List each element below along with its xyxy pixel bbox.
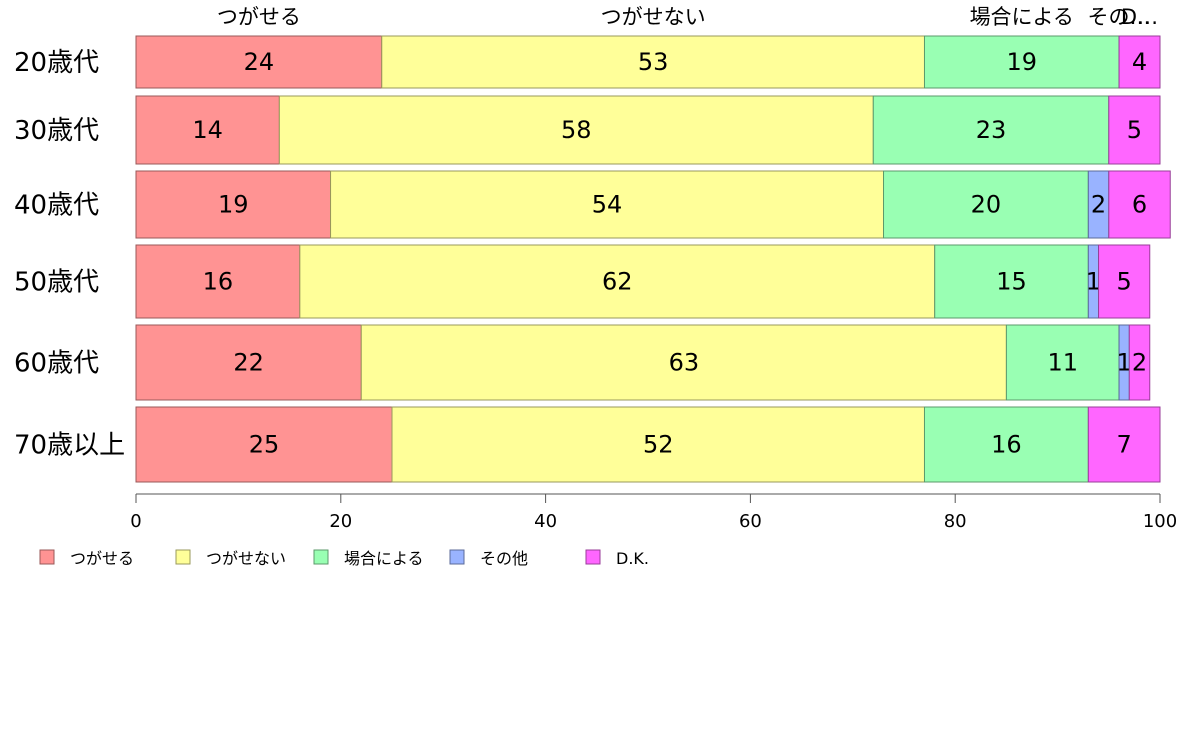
legend-label: つがせる (70, 549, 134, 568)
top-series-label: D… (1121, 5, 1158, 29)
data-label: 5 (1117, 268, 1132, 296)
bar-segment (391, 406, 925, 483)
legend-label: その他 (480, 549, 528, 568)
bar-segment (135, 324, 362, 401)
x-tick-label: 80 (944, 511, 967, 532)
data-label: 16 (203, 268, 234, 296)
data-label: 22 (233, 349, 264, 377)
bar-segment (872, 95, 1110, 165)
data-label: 54 (592, 191, 623, 219)
category-label: 70歳以上 (14, 431, 125, 461)
bar-segment (1118, 35, 1161, 89)
legend-swatch (585, 549, 601, 565)
top-series-labels: つがせる つがせない 場合による その…D… (217, 5, 1158, 29)
legend-label: D.K. (616, 549, 649, 568)
bar-segment (1108, 95, 1161, 165)
bar-segment (1005, 324, 1120, 401)
top-series-label: つがせる (217, 5, 301, 29)
data-label: 19 (1006, 48, 1037, 76)
data-label: 4 (1132, 48, 1147, 76)
data-label: 6 (1132, 191, 1147, 219)
bar-segment (135, 95, 280, 165)
x-tick-label: 20 (329, 511, 352, 532)
legend-swatch (313, 549, 329, 565)
bar-segment (135, 406, 393, 483)
bar-segment (923, 35, 1120, 89)
top-series-label: つがせない (601, 5, 706, 29)
legend-label: つがせない (206, 549, 286, 568)
data-label: 14 (192, 116, 223, 144)
category-label: 40歳代 (14, 191, 99, 221)
data-label: 63 (669, 349, 700, 377)
bar-segment (1098, 244, 1151, 319)
category-labels: 20歳代 30歳代 40歳代 50歳代 60歳代 70歳以上 (14, 48, 125, 461)
bar-segment (381, 35, 925, 89)
data-label: 16 (991, 431, 1022, 459)
data-label: 52 (643, 431, 674, 459)
data-label: 19 (218, 191, 249, 219)
category-label: 50歳代 (14, 268, 99, 298)
data-label: 23 (976, 116, 1007, 144)
bar-segment (1128, 324, 1151, 401)
x-tick-label: 100 (1143, 511, 1177, 532)
top-series-label: その… (1088, 5, 1151, 29)
bar-segment (360, 324, 1007, 401)
bar-segment (278, 95, 874, 165)
bar-segment (135, 170, 332, 239)
data-label: 20 (971, 191, 1002, 219)
bar-segment (883, 170, 1089, 239)
bar-segment (135, 244, 301, 319)
x-tick-label: 60 (739, 511, 762, 532)
legend-label: 場合による (344, 549, 424, 568)
data-label: 1 (1086, 268, 1101, 296)
bar-area: 24 53 19 414 58 23 519 54 20 2 616 62 15 1 522 63 11 1 225… (135, 35, 1171, 483)
data-label: 62 (602, 268, 633, 296)
bar-segment (299, 244, 936, 319)
bar-segment (330, 170, 885, 239)
category-label: 20歳代 (14, 48, 99, 78)
legend-swatch (39, 549, 55, 565)
legend-swatch (449, 549, 465, 565)
x-tick-label: 0 (130, 511, 141, 532)
data-label: 5 (1127, 116, 1142, 144)
top-series-label: 場合による (970, 5, 1074, 29)
x-tick-label: 40 (534, 511, 557, 532)
bar-segment (923, 406, 1089, 483)
data-label: 53 (638, 48, 669, 76)
data-label: 58 (561, 116, 592, 144)
data-label: 11 (1047, 349, 1078, 377)
x-axis: 0 20 40 60 80 100 (130, 493, 1177, 532)
bar-segment (1087, 406, 1161, 483)
data-label: 2 (1132, 349, 1147, 377)
data-label: 25 (249, 431, 280, 459)
legend: つがせる つがせない 場合による その他 D.K. (39, 549, 649, 568)
category-label: 30歳代 (14, 116, 99, 146)
legend-swatch (175, 549, 191, 565)
data-label: 24 (244, 48, 275, 76)
data-label: 2 (1091, 191, 1106, 219)
category-label: 60歳代 (14, 349, 99, 379)
bar-segment (135, 35, 383, 89)
data-label: 15 (996, 268, 1027, 296)
data-label: 1 (1117, 349, 1132, 377)
bar-segment (1108, 170, 1171, 239)
data-label: 7 (1117, 431, 1132, 459)
